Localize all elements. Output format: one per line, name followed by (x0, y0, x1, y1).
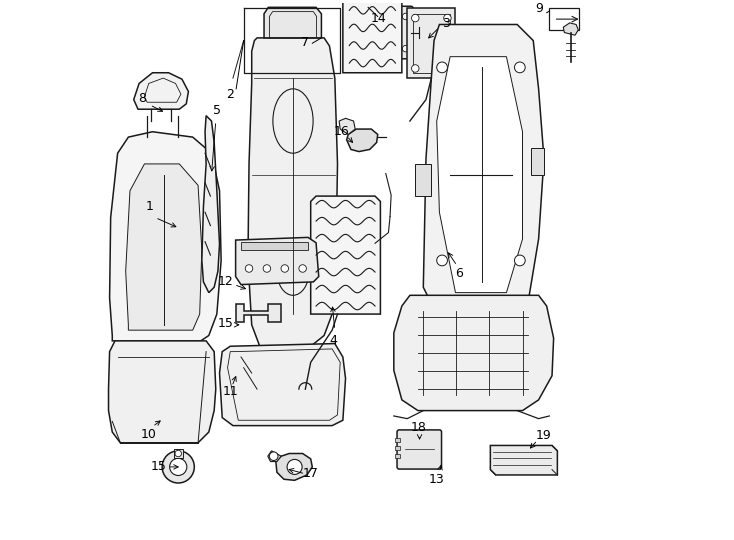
Bar (395, 446, 400, 450)
Circle shape (245, 265, 252, 272)
Text: 5: 5 (213, 104, 221, 117)
Polygon shape (109, 132, 221, 341)
Polygon shape (563, 23, 578, 35)
Circle shape (378, 21, 401, 44)
FancyBboxPatch shape (366, 6, 413, 59)
Polygon shape (109, 341, 216, 443)
Circle shape (402, 45, 409, 52)
Polygon shape (264, 8, 321, 38)
Bar (415, 164, 432, 196)
Text: 8: 8 (138, 92, 146, 105)
Circle shape (412, 65, 419, 72)
Circle shape (281, 265, 288, 272)
Text: 13: 13 (429, 472, 445, 486)
FancyBboxPatch shape (397, 430, 442, 469)
Polygon shape (219, 343, 346, 426)
Polygon shape (394, 295, 553, 410)
Text: 10: 10 (140, 428, 156, 441)
Text: 9: 9 (536, 2, 544, 15)
Polygon shape (310, 196, 380, 314)
Circle shape (264, 265, 271, 272)
Polygon shape (134, 73, 189, 109)
Circle shape (412, 14, 419, 22)
Bar (241, 242, 308, 249)
Polygon shape (343, 0, 401, 73)
Polygon shape (437, 57, 523, 293)
Bar (174, 449, 183, 458)
Polygon shape (490, 446, 557, 475)
Text: 4: 4 (330, 334, 338, 347)
Text: 2: 2 (226, 87, 234, 100)
Polygon shape (202, 116, 219, 293)
Text: 11: 11 (222, 386, 238, 399)
Circle shape (287, 460, 302, 475)
Polygon shape (407, 9, 456, 78)
Text: 15: 15 (217, 316, 233, 330)
Circle shape (515, 255, 526, 266)
Bar (395, 438, 400, 442)
Circle shape (515, 62, 526, 73)
Text: 7: 7 (302, 36, 309, 49)
Text: 19: 19 (536, 429, 552, 442)
Text: 14: 14 (371, 11, 387, 24)
Text: 18: 18 (411, 421, 427, 434)
Bar (531, 148, 544, 174)
Circle shape (443, 65, 451, 72)
Circle shape (437, 62, 448, 73)
Polygon shape (236, 238, 319, 285)
Text: 16: 16 (333, 125, 349, 138)
Text: 15: 15 (151, 461, 167, 474)
Circle shape (370, 45, 377, 52)
Circle shape (170, 458, 187, 476)
Polygon shape (268, 451, 281, 462)
Polygon shape (346, 129, 378, 152)
Polygon shape (236, 305, 281, 322)
Circle shape (402, 13, 409, 19)
Bar (413, 14, 450, 73)
Circle shape (370, 13, 377, 19)
Text: 17: 17 (302, 468, 319, 481)
Circle shape (437, 255, 448, 266)
Circle shape (175, 450, 181, 457)
Circle shape (443, 14, 451, 22)
Bar (549, 9, 579, 30)
Circle shape (162, 451, 195, 483)
Polygon shape (339, 118, 355, 134)
Text: 6: 6 (455, 267, 463, 280)
Text: 12: 12 (218, 275, 234, 288)
Polygon shape (126, 164, 202, 330)
Polygon shape (276, 454, 312, 480)
Text: 1: 1 (146, 200, 153, 213)
Polygon shape (424, 24, 544, 321)
Bar (395, 454, 400, 458)
Text: 3: 3 (442, 17, 450, 30)
Polygon shape (248, 38, 338, 346)
Circle shape (269, 452, 278, 461)
Circle shape (299, 265, 306, 272)
